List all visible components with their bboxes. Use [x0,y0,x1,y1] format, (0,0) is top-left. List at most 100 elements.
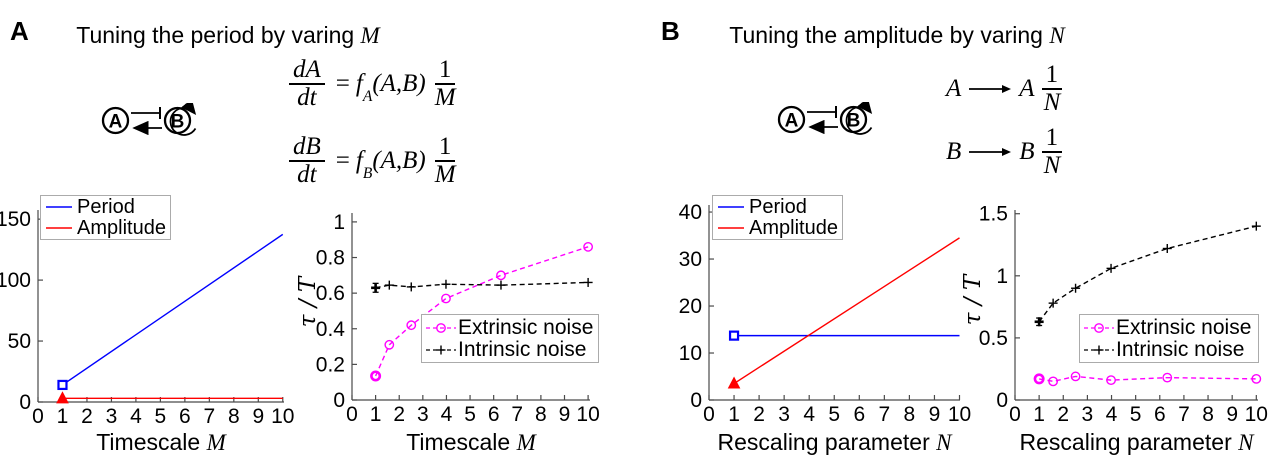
function-term: fB(A,B) [356,146,426,181]
legend-noise-a: Extrinsic noise Intrinsic noise [421,314,599,363]
series-line-amplitude [733,237,960,385]
xlabel-variable: M [516,430,536,455]
eq-numerator: 1 [434,133,456,162]
y-tick-label: 150 [0,208,31,231]
legend-swatch-period [717,200,749,214]
x-tick-label: 10 [1245,403,1268,426]
marker-circle-extrinsic-noise [406,320,417,331]
x-tick-label: 9 [559,403,571,426]
marker-circle-extrinsic-noise [441,293,451,304]
reaction-arrow-icon [969,147,1012,156]
reaction-diagram-a: A B [101,103,197,136]
y-tick-label: 40 [679,201,702,224]
x-tick-label: 10 [948,403,971,426]
x-tick-label: 2 [393,403,405,426]
chart-noise-vs-n: 0 1 2 3 4 5 6 7 8 9 10 0 0.5 1 1.5 [958,185,1269,464]
eq-denominator: dt [297,160,317,188]
marker-circle-extrinsic-noise [370,370,382,382]
x-tick-label: 2 [753,403,765,426]
x-tick-label: 5 [828,403,840,426]
series-line-extrinsic-noise [374,246,589,377]
series-line-extrinsic-noise [1039,375,1257,383]
eq-denominator: dt [297,84,317,112]
x-tick-label: 3 [778,403,790,426]
xlabel-timescale-m-right: Timescale M [352,429,590,456]
legend-swatch-graphic [46,227,72,229]
legend-label-intrinsic-noise: Intrinsic noise [458,337,587,361]
xlabel-text: Rescaling parameter [717,429,937,455]
reactant: A [946,75,962,103]
x-tick-label: 8 [535,403,547,426]
y-tick-label: 0.6 [316,282,345,305]
x-tick-label: 5 [155,405,167,428]
x-tick-label: 5 [1130,403,1142,426]
marker-circle-extrinsic-noise [1033,373,1045,385]
chart-period-amplitude-vs-n: 0 1 2 3 4 5 6 7 8 9 10 0 10 20 30 40 [660,185,972,464]
x-tick-label: 6 [853,403,865,426]
y-tick-label: 0 [996,389,1008,412]
legend-item-extrinsic-noise: Extrinsic noise [1084,315,1256,339]
xlabel-variable: N [1238,430,1254,455]
chart-period-amplitude-vs-m: 0 1 2 3 4 5 6 7 8 9 10 0 50 100 150 [0,185,312,464]
y-tick-label: 0.8 [316,247,345,270]
legend-label-period: Period [77,195,135,218]
x-tick-label: 3 [417,403,429,426]
marker-triangle-amplitude [727,376,741,389]
legend-item-amplitude: Amplitude [717,216,840,239]
legend-label-extrinsic-noise: Extrinsic noise [1116,315,1252,339]
x-tick-label: 4 [1106,403,1118,426]
reactant: B [946,137,962,165]
legend-item-intrinsic-noise: Intrinsic noise [1084,338,1256,361]
eq-denominator: M [434,160,456,188]
x-tick-label: 6 [1154,403,1166,426]
node-a-circle [777,105,806,134]
eq-numerator: dB [289,133,325,162]
legend-swatch-graphic [46,206,72,208]
panel-label-a: A [10,16,29,46]
xlabel-timescale-m-left: Timescale M [38,429,284,456]
node-b-label: B [847,111,861,132]
legend-noise-b: Extrinsic noise Intrinsic noise [1079,314,1259,363]
ylabel-tau-over-t-a: τ / T [295,276,321,328]
y-tick-label: 0 [333,389,345,412]
marker-circle-extrinsic-noise [384,339,395,350]
legend-item-amplitude: Amplitude [45,217,168,239]
series-line-period [62,233,284,386]
x-tick-label: 3 [1082,403,1094,426]
function-subscript: B [362,164,373,182]
x-tick-label: 0 [346,403,358,426]
x-tick-label: 9 [929,403,941,426]
legend-swatch-amplitude [717,221,749,235]
legend-label-amplitude: Amplitude [749,216,838,239]
fraction-dbdt: dB dt [289,133,325,189]
x-tick-label: 3 [106,405,118,428]
panel-a-title-text: Tuning the period by varing [76,22,361,48]
y-tick-label: 100 [0,269,31,292]
legend-swatch-graphic [426,322,456,333]
x-tick-label: 4 [130,405,142,428]
panel-b-title: Tuning the amplitude by varing N [727,22,1067,49]
legend-swatch-intrinsic-noise [426,343,458,357]
x-tick-label: 7 [511,403,523,426]
marker-square-period [728,330,740,341]
legend-swatch-graphic [1084,322,1114,333]
legend-swatch-extrinsic-noise [426,321,458,335]
eq-numerator: 1 [1041,124,1063,153]
function-args: (A,B) [372,146,426,174]
node-a-label: A [785,111,799,132]
y-tick-label: 30 [679,248,702,271]
x-tick-label: 1 [370,403,382,426]
x-tick-label: 7 [203,405,215,428]
x-tick-label: 10 [576,403,599,426]
x-tick-label: 4 [441,403,453,426]
